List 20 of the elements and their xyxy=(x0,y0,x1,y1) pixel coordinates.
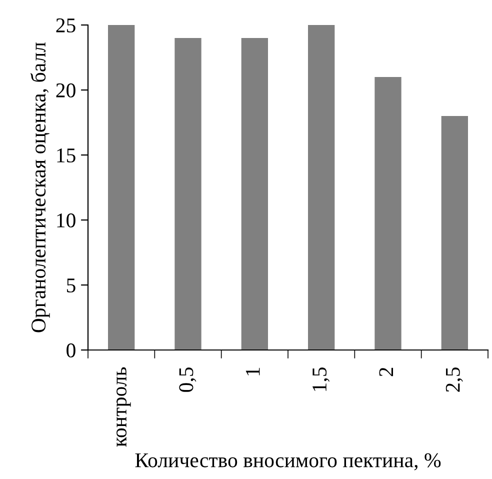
bar xyxy=(241,38,268,350)
y-tick-label: 15 xyxy=(57,148,76,162)
y-tick-label: 20 xyxy=(56,83,76,98)
bar xyxy=(174,38,202,350)
y-tick-label: 5 xyxy=(66,278,76,292)
y-axis-title: Органолептическая оценка, балл xyxy=(30,42,50,332)
x-tick-label: 1 xyxy=(246,368,260,376)
x-tick-label: 0,5 xyxy=(179,367,196,392)
x-axis-title: Количество вносимого пектина, % xyxy=(135,453,441,470)
x-tick-label: 2 xyxy=(379,368,394,376)
bar xyxy=(441,116,468,350)
x-tick-label: 1,5 xyxy=(312,367,330,391)
y-tick-label: 10 xyxy=(57,213,76,228)
x-tick-label: контроль xyxy=(116,367,131,447)
bar xyxy=(308,25,335,350)
y-tick-label: 25 xyxy=(56,18,76,32)
bar xyxy=(108,25,135,350)
y-tick-label: 0 xyxy=(66,343,76,358)
x-tick-label: 2,5 xyxy=(446,367,463,392)
bar xyxy=(374,77,402,350)
